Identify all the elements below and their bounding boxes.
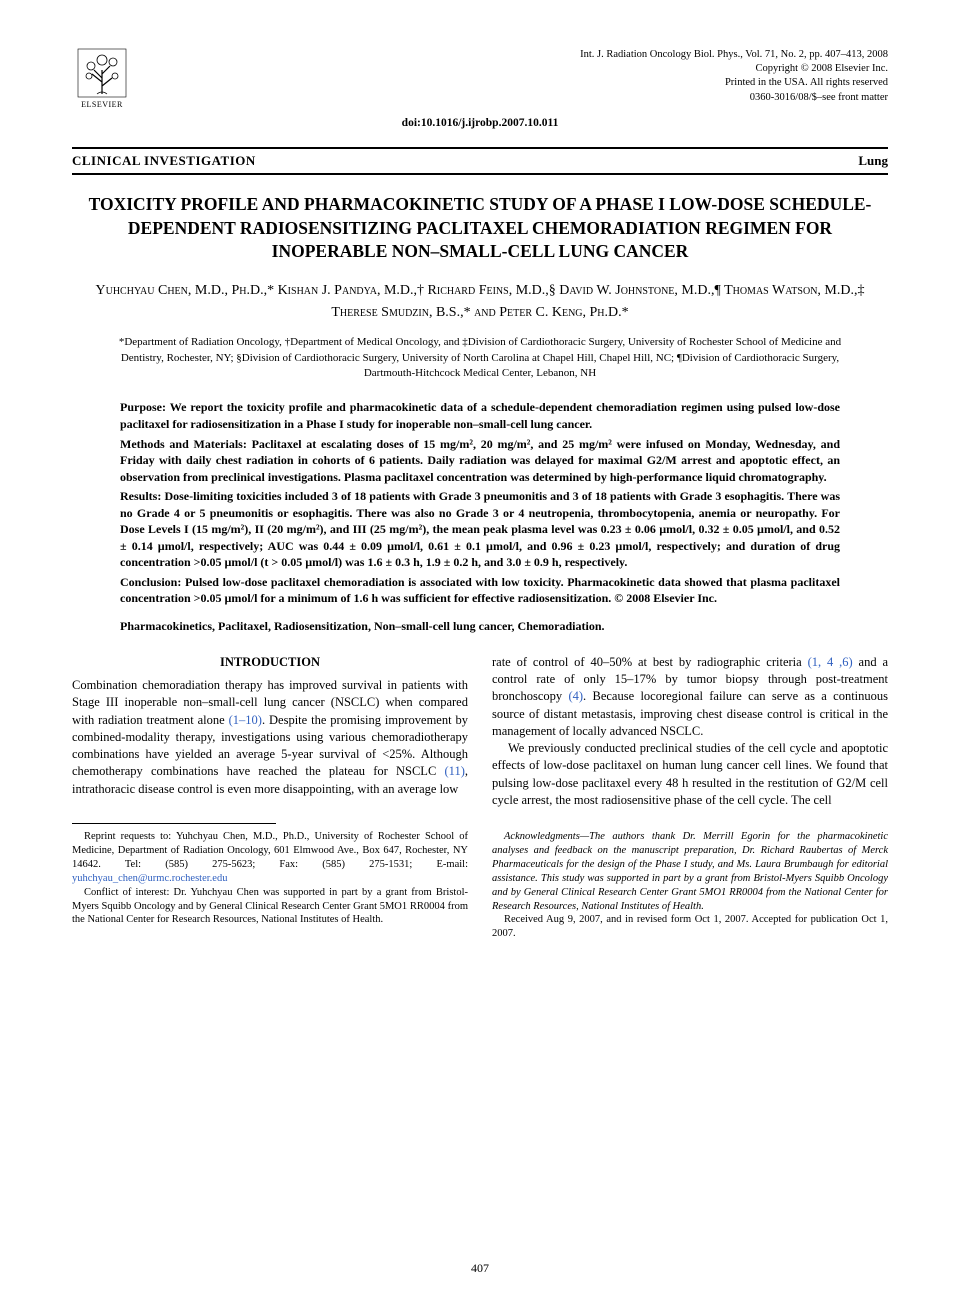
publisher-logo: ELSEVIER (72, 48, 132, 109)
affiliations: *Department of Radiation Oncology, †Depa… (102, 335, 858, 381)
keywords: Pharmacokinetics, Paclitaxel, Radiosensi… (120, 619, 840, 634)
elsevier-tree-icon (77, 48, 127, 98)
footer-left: Reprint requests to: Yuhchyau Chen, M.D.… (72, 830, 468, 941)
acknowledgments-text: Acknowledgments—The authors thank Dr. Me… (492, 831, 888, 911)
publication-info: Int. J. Radiation Oncology Biol. Phys., … (580, 48, 888, 105)
pub-line: Printed in the USA. All rights reserved (580, 76, 888, 90)
text-run: rate of control of 40–50% at best by rad… (492, 655, 808, 669)
acknowledgments: Acknowledgments—The authors thank Dr. Me… (492, 830, 888, 913)
body-paragraph: We previously conducted preclinical stud… (492, 740, 888, 809)
citation-link[interactable]: (11) (445, 764, 465, 778)
citation-link[interactable]: (4) (568, 689, 583, 703)
body-paragraph: Combination chemoradiation therapy has i… (72, 677, 468, 798)
abstract: Purpose: We report the toxicity profile … (120, 399, 840, 607)
left-column: INTRODUCTION Combination chemoradiation … (72, 654, 468, 809)
right-column: rate of control of 40–50% at best by rad… (492, 654, 888, 809)
abstract-conclusion: Conclusion: Pulsed low-dose paclitaxel c… (120, 574, 840, 607)
abstract-purpose: Purpose: We report the toxicity profile … (120, 399, 840, 432)
citation-link[interactable]: (1–10) (229, 713, 262, 727)
citation-link[interactable]: (1, 4 ,6) (808, 655, 853, 669)
pub-line: Int. J. Radiation Oncology Biol. Phys., … (580, 48, 888, 62)
doi-text: doi:10.1016/j.ijrobp.2007.10.011 (402, 117, 559, 129)
conflict-of-interest: Conflict of interest: Dr. Yuhchyau Chen … (72, 886, 468, 928)
page-number: 407 (0, 1261, 960, 1276)
article-title: TOXICITY PROFILE AND PHARMACOKINETIC STU… (82, 193, 878, 264)
email-link[interactable]: yuhchyau_chen@urmc.rochester.edu (72, 873, 227, 884)
introduction-heading: INTRODUCTION (72, 654, 468, 671)
received-dates: Received Aug 9, 2007, and in revised for… (492, 913, 888, 941)
abstract-results: Results: Dose-limiting toxicities includ… (120, 488, 840, 571)
pub-line: Copyright © 2008 Elsevier Inc. (580, 62, 888, 76)
publisher-name: ELSEVIER (81, 100, 123, 109)
body-paragraph: rate of control of 40–50% at best by rad… (492, 654, 888, 740)
footer-rule (72, 823, 276, 824)
doi: doi:10.1016/j.ijrobp.2007.10.011 (72, 117, 888, 129)
reprint-info: Reprint requests to: Yuhchyau Chen, M.D.… (72, 830, 468, 885)
text-run: Reprint requests to: Yuhchyau Chen, M.D.… (72, 831, 468, 870)
header-row: ELSEVIER Int. J. Radiation Oncology Biol… (72, 48, 888, 109)
pub-line: 0360-3016/08/$–see front matter (580, 91, 888, 105)
body-columns: INTRODUCTION Combination chemoradiation … (72, 654, 888, 809)
footer-right: Acknowledgments—The authors thank Dr. Me… (492, 830, 888, 941)
author-list: Yuhchyau Chen, M.D., Ph.D.,* Kishan J. P… (92, 280, 868, 323)
abstract-methods: Methods and Materials: Paclitaxel at esc… (120, 436, 840, 486)
section-label: CLINICAL INVESTIGATION (72, 153, 256, 169)
section-bar: CLINICAL INVESTIGATION Lung (72, 147, 888, 175)
section-topic: Lung (858, 153, 888, 169)
footer-columns: Reprint requests to: Yuhchyau Chen, M.D.… (72, 830, 888, 941)
